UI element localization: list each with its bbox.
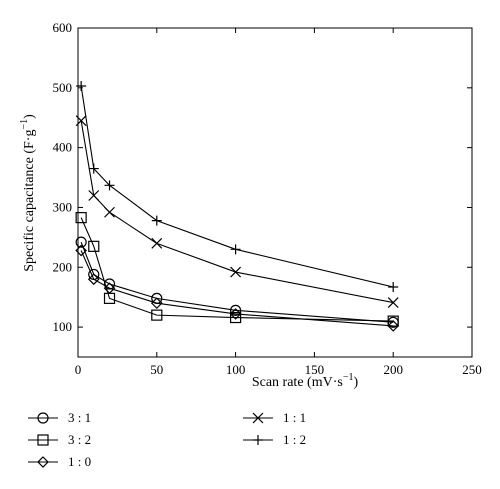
legend-label: 1 : 1: [283, 410, 306, 425]
y-tick-label: 100: [53, 319, 73, 334]
data-point: [151, 215, 162, 226]
data-point: [387, 297, 399, 308]
series-line: [80, 85, 394, 288]
data-point: [151, 309, 163, 321]
legend-item: 3 : 1: [28, 410, 91, 425]
legend-item: 1 : 0: [28, 454, 91, 469]
series-line: [80, 250, 394, 327]
y-tick-label: 600: [53, 20, 73, 35]
data-point: [104, 180, 115, 191]
legend-item: 3 : 2: [28, 432, 91, 447]
series-line: [80, 120, 394, 304]
y-tick-label: 400: [53, 140, 73, 155]
y-tick-label: 500: [53, 80, 73, 95]
legend-label: 1 : 2: [283, 432, 306, 447]
legend-marker: [253, 435, 263, 445]
x-tick-label: 100: [226, 362, 246, 377]
legend-marker: [37, 412, 49, 424]
data-point: [75, 244, 88, 257]
data-point: [88, 163, 99, 174]
x-tick-label: 250: [462, 362, 482, 377]
y-tick-label: 300: [53, 199, 73, 214]
data-point: [229, 308, 242, 320]
data-point: [87, 273, 100, 286]
data-point: [104, 206, 115, 218]
x-tick-label: 0: [75, 362, 82, 377]
legend-marker: [252, 412, 264, 424]
legend: 3 : 1 3 : 2 1 : 0 1 : 1 1 : 2: [28, 410, 306, 469]
y-tick-label: 200: [53, 259, 73, 274]
data-point: [76, 81, 87, 92]
data-point: [230, 311, 242, 324]
legend-item: 1 : 2: [243, 432, 306, 447]
legend-marker: [37, 456, 49, 468]
data-point: [103, 282, 116, 295]
legend-marker: [37, 434, 49, 446]
x-axis-label: Scan rate (mV·s−1): [252, 372, 359, 390]
data-point: [388, 282, 399, 293]
data-point: [88, 240, 100, 252]
data-point: [88, 190, 100, 201]
series-1: [75, 212, 399, 327]
series-4: [76, 81, 399, 293]
data-point: [230, 266, 242, 278]
data-point: [75, 115, 87, 127]
plot-frame: [77, 27, 473, 358]
legend-label: 3 : 2: [68, 432, 91, 447]
data-point: [103, 278, 116, 290]
data-point: [387, 315, 399, 327]
x-tick-label: 50: [150, 362, 163, 377]
data-point: [75, 212, 87, 224]
data-point: [75, 236, 87, 248]
legend-label: 3 : 1: [68, 410, 91, 425]
x-tick-label: 200: [383, 362, 403, 377]
data-point: [230, 304, 242, 316]
y-axis-label: Specific capacitance (F·g−1): [19, 114, 37, 272]
x-tick-label: 150: [305, 362, 325, 377]
data-point: [150, 297, 163, 310]
legend-label: 1 : 0: [68, 454, 91, 469]
series-2: [75, 244, 400, 332]
data-point: [230, 244, 241, 255]
data-point: [387, 320, 400, 332]
data-point: [151, 237, 163, 249]
series-3: [75, 115, 399, 308]
series-line: [80, 241, 394, 323]
legend-item: 1 : 1: [243, 410, 306, 425]
